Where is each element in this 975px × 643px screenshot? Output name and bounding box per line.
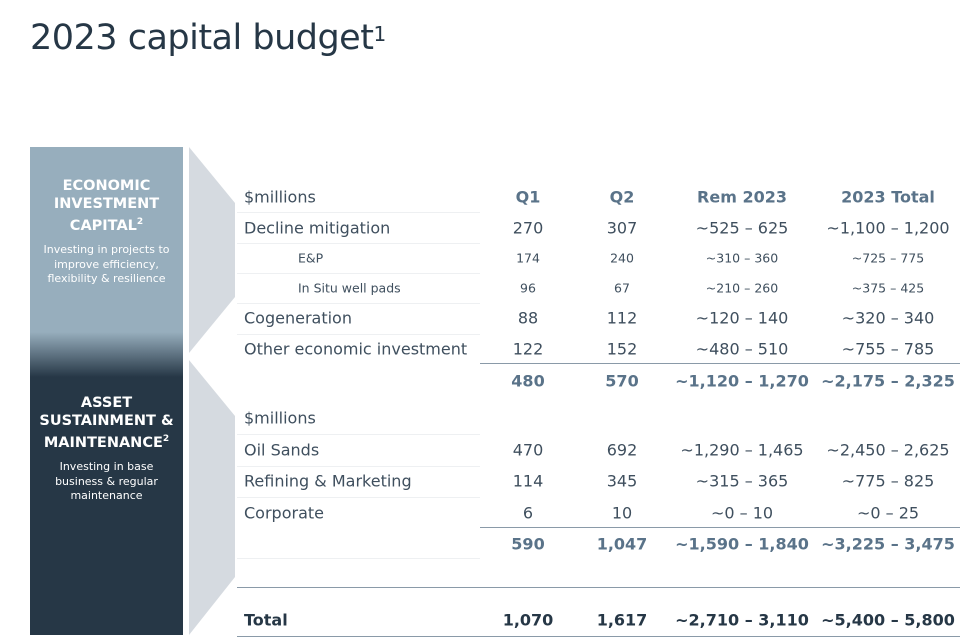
cell-value: 6 — [522, 503, 534, 523]
cell-value: ~1,100 – 1,200 — [826, 218, 950, 238]
cell-value: ~755 – 785 — [841, 339, 935, 359]
page-title: 2023 capital budget1 — [30, 18, 386, 58]
cell-value: 96 — [520, 280, 536, 296]
chevron-economic — [189, 147, 235, 353]
row-label: E&P — [298, 250, 324, 266]
cell-value: 240 — [610, 250, 634, 266]
row-label: Decline mitigation — [244, 218, 391, 238]
asset-sustainment-description: Investing in base business & regular mai… — [55, 460, 158, 502]
cell-value: 112 — [606, 308, 638, 328]
title-footnote: 1 — [373, 22, 386, 46]
cell-value: ~525 – 625 — [695, 218, 789, 238]
divider — [237, 636, 960, 637]
cell-value: 307 — [606, 218, 638, 238]
chevron-shapes — [189, 147, 235, 635]
cell-value: 692 — [606, 440, 638, 460]
divider — [237, 434, 480, 435]
cell-value: ~210 – 260 — [705, 280, 779, 296]
cell-value: 67 — [614, 280, 630, 296]
subtotal-value: ~3,225 – 3,475 — [821, 534, 955, 554]
cell-value: ~480 – 510 — [695, 339, 789, 359]
cell-value: ~120 – 140 — [695, 308, 789, 328]
cell-value: 270 — [512, 218, 544, 238]
total-label: Total — [244, 610, 288, 630]
economic-investment-title: ECONOMIC INVESTMENT CAPITAL2 — [53, 178, 160, 234]
cell-value: 114 — [512, 471, 544, 491]
unit-label: $millions — [244, 408, 316, 428]
column-header: Rem 2023 — [697, 187, 787, 207]
divider — [237, 558, 480, 559]
cell-value: ~725 – 775 — [851, 250, 925, 266]
divider — [237, 334, 480, 335]
row-label: Corporate — [244, 503, 324, 523]
divider — [237, 212, 480, 213]
divider — [480, 363, 960, 364]
column-header: Q2 — [609, 187, 635, 207]
column-header: 2023 Total — [841, 187, 935, 207]
cell-value: ~1,290 – 1,465 — [680, 440, 804, 460]
divider — [237, 303, 480, 304]
row-label: Cogeneration — [244, 308, 352, 328]
cell-value: 345 — [606, 471, 638, 491]
cell-value: 10 — [611, 503, 633, 523]
total-value: 1,617 — [596, 610, 648, 630]
divider — [237, 466, 480, 467]
cell-value: ~0 – 10 — [710, 503, 774, 523]
title-text: 2023 capital budget — [30, 18, 374, 58]
column-header: Q1 — [515, 187, 541, 207]
subtotal-value: 590 — [511, 534, 545, 554]
cell-value: ~315 – 365 — [695, 471, 789, 491]
cell-value: ~775 – 825 — [841, 471, 935, 491]
row-label: Oil Sands — [244, 440, 320, 460]
cell-value: 174 — [516, 250, 540, 266]
row-label: Refining & Marketing — [244, 471, 412, 491]
cell-value: 122 — [512, 339, 544, 359]
total-value: 1,070 — [502, 610, 554, 630]
subtotal-value: 1,047 — [596, 534, 648, 554]
divider — [237, 587, 960, 588]
total-value: ~2,710 – 3,110 — [675, 610, 809, 630]
row-label: In Situ well pads — [298, 280, 401, 296]
economic-investment-description: Investing in projects to improve efficie… — [43, 243, 170, 285]
cell-value: 470 — [512, 440, 544, 460]
cell-value: ~2,450 – 2,625 — [826, 440, 950, 460]
total-value: ~5,400 – 5,800 — [821, 610, 955, 630]
cell-value: ~310 – 360 — [705, 250, 779, 266]
cell-value: ~320 – 340 — [841, 308, 935, 328]
row-label: Other economic investment — [244, 339, 468, 359]
cell-value: ~0 – 25 — [856, 503, 920, 523]
category-panel: ECONOMIC INVESTMENT CAPITAL2 Investing i… — [30, 147, 183, 635]
divider — [237, 243, 480, 244]
divider — [480, 527, 960, 528]
subtotal-value: ~1,590 – 1,840 — [675, 534, 809, 554]
cell-value: 88 — [517, 308, 539, 328]
chevron-asset — [189, 360, 235, 635]
subtotal-value: ~2,175 – 2,325 — [821, 371, 955, 391]
unit-label: $millions — [244, 187, 316, 207]
subtotal-value: ~1,120 – 1,270 — [675, 371, 809, 391]
cell-value: ~375 – 425 — [851, 280, 925, 296]
divider — [237, 273, 480, 274]
subtotal-value: 570 — [605, 371, 639, 391]
asset-sustainment-title: ASSET SUSTAINMENT & MAINTENANCE2 — [39, 395, 174, 451]
cell-value: 152 — [606, 339, 638, 359]
divider — [237, 497, 480, 498]
subtotal-value: 480 — [511, 371, 545, 391]
